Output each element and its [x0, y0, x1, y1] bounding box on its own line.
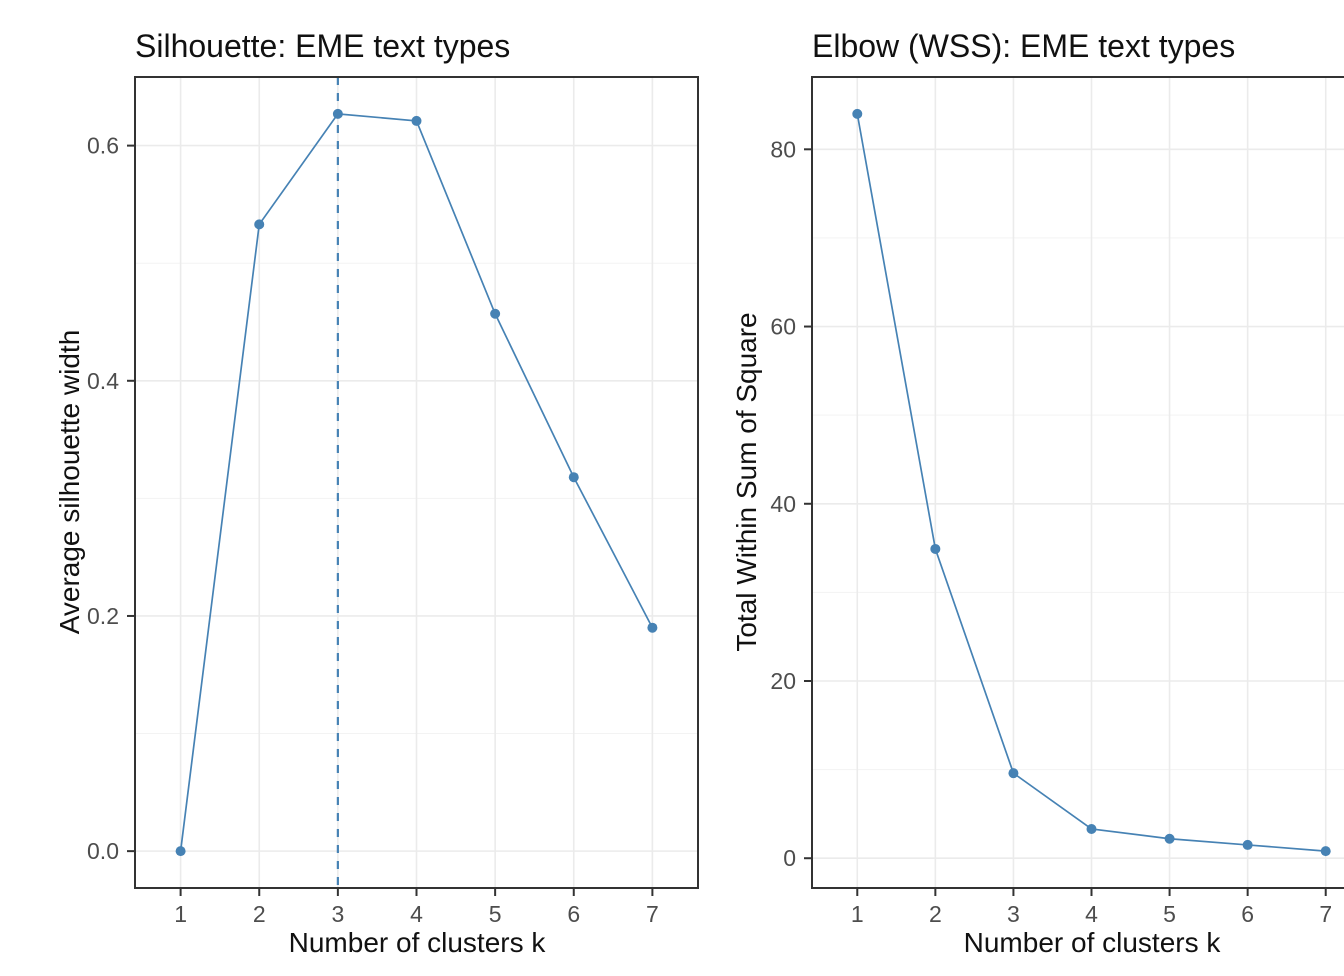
data-point	[332, 108, 343, 119]
y-tick-label: 40	[770, 491, 796, 517]
chart-title: Silhouette: EME text types	[135, 28, 511, 64]
data-point	[175, 846, 186, 857]
data-point	[254, 219, 265, 230]
y-tick-label: 0.4	[87, 368, 119, 394]
y-tick-label: 60	[770, 314, 796, 340]
data-point	[647, 622, 658, 633]
data-point	[490, 308, 501, 319]
x-tick-label: 3	[331, 901, 344, 927]
y-tick-label: 0.2	[87, 603, 119, 629]
panel-background	[812, 77, 1344, 888]
x-tick-label: 5	[489, 901, 502, 927]
data-point	[1164, 833, 1175, 844]
x-tick-label: 6	[1241, 901, 1254, 927]
x-tick-label: 4	[1085, 901, 1098, 927]
y-tick-label: 0.0	[87, 838, 119, 864]
y-axis-title: Average silhouette width	[54, 329, 85, 635]
x-tick-label: 2	[253, 901, 266, 927]
data-point	[411, 115, 422, 126]
x-tick-label: 1	[851, 901, 864, 927]
y-tick-label: 80	[770, 136, 796, 162]
data-point	[930, 543, 941, 554]
chart-title: Elbow (WSS): EME text types	[812, 28, 1236, 64]
x-axis-title: Number of clusters k	[288, 927, 546, 958]
data-point	[1008, 768, 1019, 779]
y-axis-title: Total Within Sum of Square	[731, 312, 762, 652]
y-tick-label: 0.6	[87, 133, 119, 159]
data-point	[568, 472, 579, 483]
silhouette-chart: 1 2 3 4 5 6 7 0.0 0.2 0.4 0.6 Silhouette: EME text…	[40, 16, 699, 976]
x-tick-label: 3	[1007, 901, 1020, 927]
data-point	[1086, 823, 1097, 834]
x-tick-label: 4	[410, 901, 423, 927]
y-tick-label: 0	[783, 845, 796, 871]
silhouette-plot-canvas: 1 2 3 4 5 6 7 0.0 0.2 0.4 0.6	[87, 76, 699, 927]
y-tick-label: 20	[770, 668, 796, 694]
x-tick-label: 2	[929, 901, 942, 927]
data-point	[852, 108, 863, 119]
x-tick-label: 5	[1163, 901, 1176, 927]
x-tick-label: 7	[646, 901, 659, 927]
x-tick-label: 6	[567, 901, 580, 927]
elbow-plot-canvas: 1 2 3 4 5 6 7 0 20 40 60 80	[770, 76, 1344, 927]
data-point	[1242, 839, 1253, 850]
x-tick-label: 7	[1319, 901, 1332, 927]
elbow-chart: 1 2 3 4 5 6 7 0 20 40 60 80 Elbow (WSS): EME text t…	[712, 16, 1344, 976]
data-point	[1320, 846, 1331, 857]
x-axis-title: Number of clusters k	[963, 927, 1221, 958]
x-tick-label: 1	[174, 901, 187, 927]
